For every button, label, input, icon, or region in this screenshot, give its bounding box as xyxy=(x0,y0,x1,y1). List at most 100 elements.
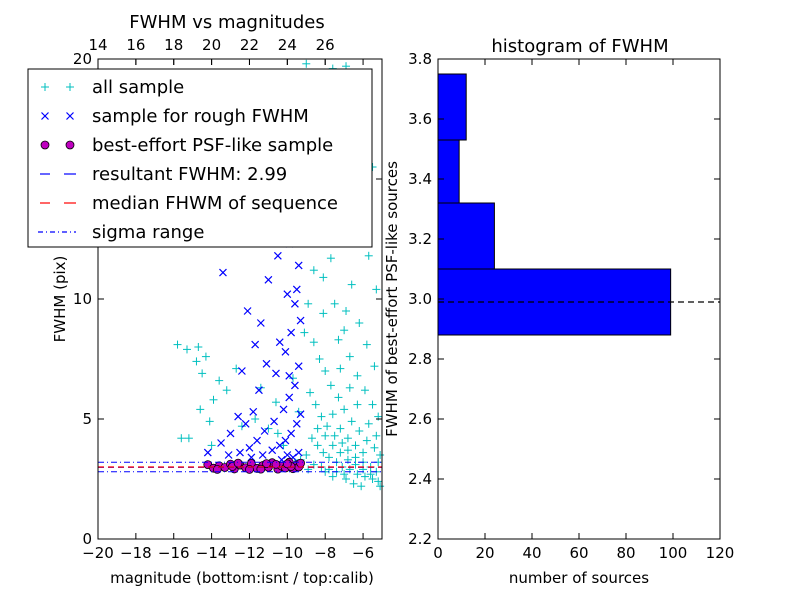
plus-point xyxy=(182,345,191,354)
legend-entry: resultant FWHM: 2.99 xyxy=(40,164,287,185)
x-point-b xyxy=(270,417,279,426)
x-point-b xyxy=(241,419,250,428)
y-tick-label: 3.0 xyxy=(408,290,432,308)
plus-point xyxy=(307,434,316,443)
x-tick-label: 60 xyxy=(569,544,588,562)
x-point xyxy=(292,285,301,294)
legend-entry: best-effort PSF-like sample xyxy=(40,135,333,156)
x-point-b xyxy=(236,448,244,457)
x-point-b xyxy=(264,275,273,284)
plus-point xyxy=(192,357,201,366)
x-point xyxy=(237,367,246,375)
x-point-b xyxy=(249,407,258,416)
x-point xyxy=(256,319,265,327)
plus-point xyxy=(215,376,224,385)
plus-point xyxy=(355,319,364,327)
x-point xyxy=(217,439,225,447)
plus-point xyxy=(330,299,339,308)
x-point-b xyxy=(283,451,292,459)
histogram-title: histogram of FWHM xyxy=(491,36,668,57)
circle-point xyxy=(271,459,281,469)
x-point-b xyxy=(226,429,235,438)
y-tick-label: 20 xyxy=(73,50,92,68)
plus-point xyxy=(321,431,330,440)
legend-label: sample for rough FWHM xyxy=(92,106,309,127)
plus-point xyxy=(313,424,322,433)
x-point xyxy=(249,407,258,416)
x-point-b xyxy=(275,441,284,450)
y-tick-label: 2.2 xyxy=(408,530,432,548)
plus-point xyxy=(359,448,368,457)
plus-point xyxy=(351,441,360,450)
y-tick-label: 3.4 xyxy=(408,170,432,188)
plus-point xyxy=(364,251,373,260)
x-point xyxy=(292,419,301,428)
plus-point xyxy=(376,451,385,459)
x-point xyxy=(287,429,296,438)
plus-point xyxy=(311,400,320,409)
series-circle xyxy=(203,457,305,474)
plus-point xyxy=(370,362,379,371)
x-point-b xyxy=(294,448,303,457)
x-point xyxy=(219,268,227,277)
plus-point xyxy=(372,285,381,294)
x-tick-label: −10 xyxy=(272,544,304,562)
x-tick-label: 20 xyxy=(475,544,494,562)
x-point xyxy=(255,386,263,395)
plus-point xyxy=(345,352,354,361)
x-point-b xyxy=(234,412,243,421)
x-tick-label: 80 xyxy=(616,544,635,562)
x-point-b xyxy=(294,362,303,371)
plus-point xyxy=(370,443,379,452)
plus-point xyxy=(342,475,351,483)
plus-point xyxy=(368,400,377,409)
top-x-tick-label: 14 xyxy=(88,36,107,54)
plus-point xyxy=(336,424,345,433)
plus-point xyxy=(353,371,362,380)
x-tick-label: −6 xyxy=(352,544,374,562)
x-point xyxy=(251,340,260,349)
plus-point xyxy=(357,482,366,491)
histogram-y-axis-label: FWHM of best-effort PSF-like sources xyxy=(383,161,401,437)
plus-point xyxy=(364,419,373,428)
legend-marker xyxy=(41,83,49,91)
histogram-x-axis-label: number of sources xyxy=(509,569,649,587)
histogram-bar xyxy=(437,202,495,270)
plus-point xyxy=(184,434,193,443)
plus-point xyxy=(355,427,364,435)
plus-point xyxy=(317,412,326,421)
plus-point xyxy=(328,441,337,450)
plus-point xyxy=(362,340,371,349)
plus-point xyxy=(360,472,369,481)
plus-point xyxy=(306,388,315,397)
x-tick-label: 40 xyxy=(522,544,541,562)
x-point-b xyxy=(290,299,299,308)
plus-point xyxy=(319,273,328,282)
plus-point xyxy=(237,422,246,431)
plus-point xyxy=(347,280,356,289)
legend-entry: all sample xyxy=(41,77,184,98)
plus-point xyxy=(207,441,216,450)
x-point xyxy=(285,371,294,380)
x-point-b xyxy=(219,268,227,277)
x-point-b xyxy=(287,328,296,337)
top-x-tick-label: 16 xyxy=(126,36,145,54)
plus-point xyxy=(338,439,347,447)
legend-entry: median FHWM of sequence xyxy=(40,193,338,214)
histogram-bars xyxy=(437,73,672,336)
plus-point xyxy=(336,448,345,457)
x-point-b xyxy=(245,443,254,452)
x-point xyxy=(234,412,243,421)
y-tick-label: 2.8 xyxy=(408,350,432,368)
x-point-b xyxy=(290,381,299,390)
x-tick-label: −20 xyxy=(82,544,114,562)
legend-label: all sample xyxy=(92,77,184,98)
legend-marker xyxy=(66,83,74,91)
plus-point xyxy=(319,309,328,318)
x-point-b xyxy=(260,427,269,435)
y-tick-label: 3.8 xyxy=(408,50,432,68)
legend-marker-b xyxy=(41,112,49,120)
x-point-b xyxy=(273,251,282,260)
reference-lines xyxy=(98,461,382,473)
